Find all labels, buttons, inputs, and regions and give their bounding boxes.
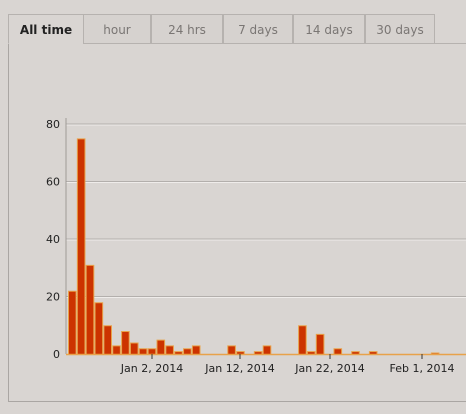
bar [86,265,94,354]
tab-24-hrs[interactable]: 24 hrs [151,14,223,44]
bar [237,352,244,354]
bar-outline [430,352,440,354]
y-tick-label: 20 [46,291,60,304]
bar [130,343,138,354]
tab-14-days[interactable]: 14 days [293,14,365,44]
bar [77,139,85,354]
tab-all-time[interactable]: All time [8,14,83,44]
bar [254,352,262,354]
bar [104,326,111,354]
bar [95,303,103,354]
bar [352,352,359,354]
tab-7-days[interactable]: 7 days [223,14,293,44]
bar [69,291,76,354]
bar [316,334,324,354]
bar [228,346,235,354]
bar [192,346,200,354]
bar [299,326,306,354]
x-tick-label: Jan 12, 2014 [204,362,274,375]
bar [175,352,182,354]
y-tick-label: 40 [46,233,60,246]
bar [157,340,165,354]
x-tick-label: Jan 2, 2014 [120,362,183,375]
bar [184,349,191,354]
tab-30-days[interactable]: 30 days [365,14,435,44]
x-tick-label: Feb 1, 2014 [390,362,455,375]
bar [263,346,271,354]
bar [307,352,315,354]
y-tick-label: 60 [46,176,60,189]
chart-panel [8,14,466,402]
x-tick-label: Jan 22, 2014 [294,362,364,375]
bar [148,349,156,354]
bar [139,349,147,354]
bar [166,346,173,354]
y-tick-label: 0 [53,348,60,361]
bar [113,346,120,354]
bar [369,352,377,354]
y-tick-label: 80 [46,118,60,131]
tab-underline [83,43,466,44]
bar [334,349,342,354]
bar [122,332,129,354]
time-range-tabs: All time hour 24 hrs 7 days 14 days 30 d… [8,14,466,44]
